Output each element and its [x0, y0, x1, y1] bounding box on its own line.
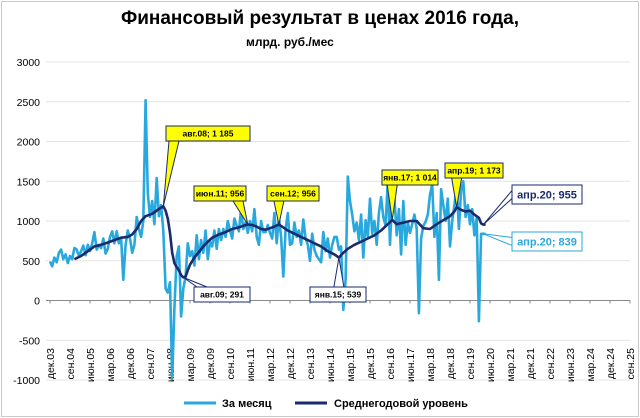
y-tick-label: 0	[34, 296, 40, 308]
callout-label: апр.20; 955	[517, 190, 577, 202]
x-tick-label: сен.10	[225, 348, 237, 380]
callout-label: сен.12; 956	[270, 189, 316, 199]
callout-label: янв.15; 539	[315, 290, 362, 300]
callout-label: апр.20; 839	[517, 237, 577, 249]
x-tick-label: мар.12	[265, 348, 277, 382]
x-tick-label: дек.18	[445, 348, 457, 379]
x-tick-label: июн.05	[85, 348, 97, 382]
x-tick-label: мар.24	[585, 348, 597, 382]
y-tick-label: 1500	[17, 176, 41, 188]
x-tick-label: сен.16	[385, 348, 397, 380]
y-tick-label: 3000	[17, 57, 41, 69]
x-axis: дек.03 сен.04 июн.05 мар.06 дек.06 сен.07 июн.…	[45, 300, 637, 382]
callout-label: янв.17; 1 014	[383, 173, 437, 183]
x-tick-label: мар.15	[345, 348, 357, 382]
callout-label: апр.19; 1 173	[447, 166, 501, 176]
x-tick-label: сен.22	[545, 348, 557, 380]
legend-label-monthly: За месяц	[222, 398, 272, 410]
x-tick-label: мар.09	[185, 348, 197, 382]
x-tick-label: дек.03	[45, 348, 57, 379]
callout-pointer	[483, 233, 513, 247]
y-tick-label: 500	[22, 256, 40, 268]
x-tick-label: сен.04	[65, 348, 77, 380]
series-lines	[48, 98, 486, 380]
callout-box	[165, 125, 251, 142]
callout-box	[381, 169, 439, 186]
chart-subtitle: млрд. руб./мес	[246, 35, 334, 49]
y-tick-label: -500	[19, 335, 40, 347]
legend-label-average: Среднегодовой уровень	[334, 398, 468, 410]
callout-label: июн.11; 956	[196, 189, 245, 199]
callout-pointer	[162, 140, 180, 207]
series-line-average	[73, 205, 486, 279]
callout-box	[444, 162, 504, 179]
x-tick-label: дек.21	[525, 348, 537, 379]
legend: За месяц Среднегодовой уровень	[184, 398, 468, 410]
x-tick-label: дек.24	[605, 348, 617, 379]
x-tick-label: мар.06	[105, 348, 117, 382]
gridlines	[46, 61, 630, 381]
x-tick-label: июн.14	[325, 348, 337, 382]
x-tick-label: дек.15	[365, 348, 377, 379]
callout-box	[511, 231, 583, 252]
chart-title: Финансовый результат в ценах 2016 года,	[120, 8, 520, 29]
callout-label: авг.08; 1 185	[183, 129, 234, 139]
x-tick-label: мар.18	[425, 348, 437, 382]
x-tick-label: июн.17	[405, 348, 417, 382]
callout-box	[193, 185, 247, 202]
annotations: авг.08; 1 185 июн.11; 956 сен.12; 956 янв.1…	[162, 125, 583, 303]
x-tick-label: дек.06	[125, 348, 137, 379]
callout-label: авг.09; 291	[200, 290, 244, 300]
x-tick-label: июн.11	[245, 348, 257, 382]
callout-pointer	[482, 189, 513, 225]
x-tick-label: сен.07	[145, 348, 157, 380]
x-tick-label: сен.19	[465, 348, 477, 380]
callout-box	[511, 184, 583, 205]
y-tick-label: 2500	[17, 97, 41, 109]
y-tick-label: -1000	[13, 375, 40, 387]
y-tick-label: 2000	[17, 137, 41, 149]
y-axis: -1000 -500 0 500 1000 1500 2000 2500 3000	[13, 57, 630, 387]
x-tick-label: июн.20	[485, 348, 497, 382]
x-tick-label: мар.21	[505, 348, 517, 382]
callout-pointer	[183, 276, 208, 288]
x-tick-label: дек.12	[285, 348, 297, 379]
x-tick-label: июн.23	[565, 348, 577, 382]
callout-box	[309, 286, 367, 303]
x-tick-label: сен.25	[625, 348, 637, 380]
callout-box	[193, 286, 251, 303]
y-tick-label: 1000	[17, 216, 41, 228]
callout-box	[266, 185, 320, 202]
x-tick-label: дек.09	[205, 348, 217, 379]
x-tick-label: сен.13	[305, 348, 317, 380]
